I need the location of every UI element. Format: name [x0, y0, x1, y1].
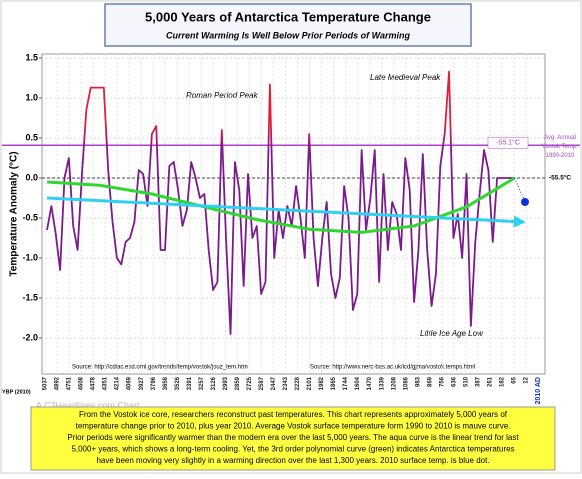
- x-tick-label: 1208: [391, 376, 397, 390]
- x-tick-label: 3391: [187, 376, 193, 390]
- description-line: temperature change prior to 2010, plus y…: [76, 422, 511, 431]
- x-tick-label: 1470: [367, 376, 373, 390]
- x-tick-label: 182: [500, 376, 506, 387]
- x-tick-label: 2725: [247, 376, 253, 390]
- x-tick-label: 869: [427, 376, 433, 387]
- x-tick-label: 1604: [355, 376, 361, 390]
- description-line: 5,000+ years, which shows a long-term co…: [71, 445, 514, 454]
- x-tick-label: 2010 AD: [535, 377, 542, 404]
- source: Source: http://cdiac.esd.ornl.gov/trends…: [72, 365, 248, 371]
- baseline-label: -55.5°C: [549, 174, 571, 182]
- x-tick-label: 2228: [295, 376, 301, 390]
- x-tick-label: 2993: [223, 376, 229, 390]
- avg-label: -55.1°C: [496, 139, 520, 147]
- x-tick-label: 261: [487, 376, 493, 387]
- x-tick-label: 1865: [331, 376, 337, 390]
- x-tick-label: 1982: [319, 376, 325, 390]
- x-tick-label: 4892: [55, 376, 61, 390]
- current-connector: [514, 177, 526, 203]
- y-tick-label: 1.5: [25, 52, 38, 62]
- x-tick-label: 2101: [307, 376, 313, 390]
- current-dot: [521, 198, 529, 206]
- linear-trend: [46, 196, 526, 228]
- x-tick-label: 3658: [163, 376, 169, 390]
- annotation: Late Medieval Peak: [370, 73, 441, 82]
- avg-note: 1990-2010: [546, 153, 575, 159]
- x-tick-label: 4351: [103, 376, 109, 390]
- x-tick-label: 387: [475, 376, 481, 387]
- title-box: [104, 3, 472, 47]
- avg-label-box: [487, 136, 529, 149]
- x-tick-label: 3796: [151, 376, 157, 390]
- avg-note: Avg. Annual: [544, 135, 576, 141]
- y-tick-label: 1.0: [25, 92, 38, 102]
- x-tick-label: 1086: [403, 376, 409, 390]
- x-tick-label: 510: [463, 376, 469, 387]
- x-axis-label: YBP (2010): [2, 389, 31, 395]
- x-tick-label: 4608: [79, 376, 85, 390]
- x-tick-label: 1744: [343, 376, 349, 390]
- x-tick-label: 3526: [175, 376, 181, 390]
- avg-note: Vostok Temp.: [542, 144, 578, 150]
- y-tick-label: 0.0: [25, 172, 38, 182]
- y-tick-label: -1.0: [22, 252, 38, 262]
- source: Source: http://www.nerc-bas.ac.uk/icd/gj…: [310, 365, 475, 371]
- description-line: From the Vostok ice core, researchers re…: [79, 410, 508, 419]
- description-box: [30, 406, 556, 471]
- description-line: have been moving very slightly in a warm…: [96, 456, 489, 465]
- x-tick-label: 1339: [379, 376, 385, 390]
- y-tick-label: -1.5: [22, 292, 38, 302]
- x-tick-label: 2447: [271, 376, 277, 390]
- x-tick-label: 636: [451, 376, 457, 387]
- x-tick-label: 983: [415, 376, 421, 387]
- annotation: Roman Period Peak: [186, 91, 259, 100]
- annotation: Little Ice Age Low: [420, 329, 484, 338]
- x-tick-label: 12: [524, 376, 530, 383]
- y-tick-label: -2.0: [22, 332, 38, 342]
- x-tick-label: 756: [439, 376, 445, 387]
- x-tick-label: 4069: [127, 376, 133, 390]
- chart-title: 5,000 Years of Antarctica Temperature Ch…: [145, 9, 431, 24]
- x-tick-label: 2859: [235, 376, 241, 390]
- x-tick-label: 4751: [67, 376, 73, 390]
- x-tick-label: 3126: [211, 376, 217, 390]
- x-tick-label: 65: [512, 376, 518, 383]
- subtitle: Current Warming Is Well Below Prior Peri…: [166, 30, 411, 40]
- x-tick-label: 4214: [115, 376, 121, 390]
- x-tick-label: 4478: [91, 376, 97, 390]
- watermark: A C3Headlines.com Chart: [36, 400, 140, 410]
- y-tick-label: -0.5: [22, 212, 38, 222]
- x-tick-label: 3257: [199, 376, 205, 390]
- x-tick-label: 5037: [43, 376, 49, 390]
- description-line: Prior periods were significantly warmer …: [67, 433, 519, 442]
- y-tick-label: 0.5: [25, 132, 38, 142]
- x-tick-label: 3927: [139, 376, 145, 390]
- x-tick-label: 2343: [283, 376, 289, 390]
- y-axis-label: Temperature Anomaly (°C): [9, 151, 20, 276]
- x-tick-label: 2587: [259, 376, 265, 390]
